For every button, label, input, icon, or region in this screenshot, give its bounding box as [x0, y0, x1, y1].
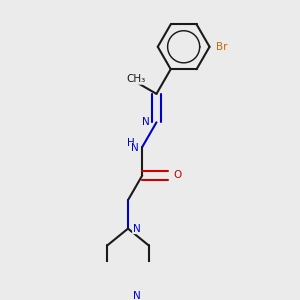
- Text: CH₃: CH₃: [126, 74, 145, 84]
- Text: N: N: [133, 291, 140, 300]
- Text: N: N: [142, 117, 150, 127]
- Text: O: O: [174, 170, 182, 181]
- Text: N: N: [131, 143, 139, 153]
- Text: H: H: [127, 138, 134, 148]
- Text: N: N: [133, 224, 140, 234]
- Text: Br: Br: [216, 42, 227, 52]
